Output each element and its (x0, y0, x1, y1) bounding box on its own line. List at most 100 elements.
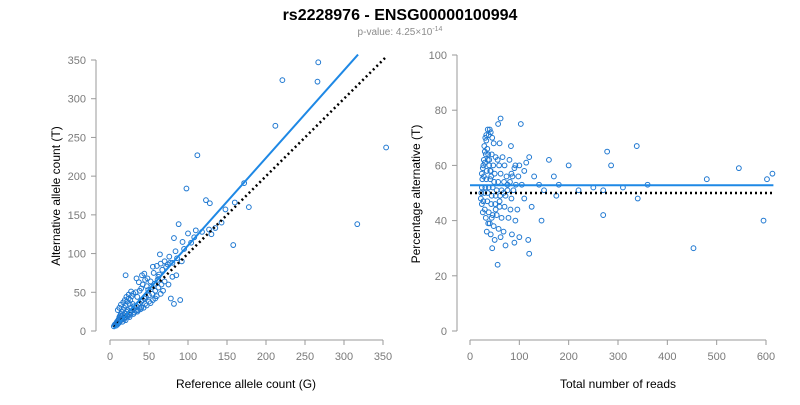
left-scatter-point (140, 304, 147, 311)
left-scatter-point (279, 77, 286, 84)
right-scatter-point (769, 170, 776, 177)
right-scatter-point (500, 228, 507, 235)
scatter-panel-left: 0 50 100 150 200 250 300 350 0 50 100 150 200 250 300 3… (49, 53, 392, 391)
right-scatter-point (486, 126, 493, 133)
left-scatter-point (230, 242, 237, 248)
right-scatter-point (521, 168, 528, 174)
right-scatter-point (480, 198, 487, 205)
right-scatter-point (735, 165, 742, 172)
right-scatter-point (496, 162, 503, 169)
left-scatter-point (188, 239, 195, 246)
left-scatter-point (135, 279, 142, 286)
left-scatter-point (171, 235, 177, 241)
right-scatter-point (546, 156, 552, 163)
right-scatter-point (497, 170, 504, 177)
left-x-tick-label: 350 (374, 351, 392, 363)
right-scatter-point (482, 151, 489, 158)
right-scatter-point (690, 245, 697, 252)
left-scatter-point (354, 221, 361, 228)
left-y-axis-title: Alternative allele count (T) (49, 126, 63, 265)
left-scatter-point (134, 294, 141, 300)
right-scatter-point (496, 198, 503, 205)
right-scatter-point (482, 214, 489, 221)
left-scatter-point (149, 290, 156, 297)
left-scatter-point (161, 278, 168, 285)
right-scatter-point (481, 159, 488, 166)
right-scatter-point (479, 165, 486, 172)
left-scatter-point (157, 290, 164, 297)
left-scatter-point (114, 307, 121, 313)
right-scatter-point (511, 239, 518, 246)
right-scatter-point (550, 173, 557, 180)
right-scatter-point (531, 173, 538, 180)
right-scatter-point (526, 250, 533, 257)
right-scatter-point (488, 173, 495, 180)
right-scatter-point (482, 134, 489, 141)
left-reference-line (113, 55, 388, 329)
right-x-tick-label: 400 (658, 351, 676, 363)
right-scatter-point (503, 173, 510, 180)
right-scatter-point (491, 237, 498, 243)
right-scatter-point (525, 237, 532, 243)
left-scatter-point (165, 281, 172, 288)
right-x-tick-label: 100 (510, 351, 528, 363)
left-x-tick-label: 200 (257, 351, 275, 363)
right-scatter-point (526, 154, 533, 161)
left-x-tick-label: 50 (143, 351, 155, 363)
left-scatter-point (150, 263, 156, 270)
right-y-axis-title: Percentage alternative (T) (409, 125, 423, 264)
left-scatter-point (118, 301, 124, 308)
right-x-axis-title: Total number of reads (560, 377, 676, 391)
left-scatter-point (194, 152, 201, 159)
right-scatter-point (600, 212, 607, 218)
left-x-tick-label: 150 (218, 351, 236, 363)
left-scatter-point (231, 199, 238, 206)
right-y-tick-label: 60 (435, 160, 447, 172)
right-scatter-point (509, 231, 515, 238)
right-scatter-point (575, 187, 582, 194)
right-scatter-point (483, 132, 490, 138)
pvalue-exponent: -14 (432, 26, 442, 33)
right-scatter-point (604, 148, 611, 155)
right-y-tick-label: 0 (441, 326, 447, 338)
right-scatter-point (600, 187, 607, 194)
left-y-tick-label: 50 (74, 287, 86, 299)
right-scatter-point (488, 151, 495, 158)
right-scatter-point (538, 217, 545, 224)
left-scatter-point (142, 276, 149, 283)
right-scatter-point (479, 176, 486, 183)
left-scatter-point (159, 266, 166, 273)
right-scatter-point (608, 162, 614, 169)
right-y-tick-label: 100 (429, 50, 447, 62)
right-scatter-point (634, 195, 641, 202)
right-scatter-point (485, 132, 492, 138)
right-scatter-point (516, 162, 523, 169)
left-y-tick-label: 300 (68, 94, 86, 106)
right-scatter-point (528, 203, 535, 210)
left-scatter-point (192, 227, 199, 234)
right-scatter-point (508, 195, 515, 202)
right-scatter-point (494, 156, 501, 163)
right-scatter-point (495, 225, 502, 232)
right-scatter-point (483, 228, 490, 235)
right-y-tick-label: 20 (435, 271, 447, 283)
right-x-tick-label: 200 (559, 351, 577, 363)
right-scatter-point (497, 115, 504, 122)
right-scatter-point (541, 187, 547, 194)
right-scatter-point (512, 217, 519, 224)
right-scatter-point (502, 242, 509, 249)
right-x-tick-label: 300 (609, 351, 627, 363)
right-x-tick-label: 0 (467, 351, 473, 363)
right-scatter-point (496, 140, 503, 147)
right-scatter-point (486, 156, 493, 163)
right-scatter-point (517, 121, 524, 127)
right-scatter-point (506, 156, 513, 163)
right-scatter-point (485, 220, 492, 227)
right-scatter-point (480, 162, 487, 169)
right-scatter-point (480, 156, 487, 163)
right-scatter-point (501, 162, 508, 169)
right-scatter-point (485, 209, 492, 216)
left-x-tick-label: 300 (335, 351, 353, 363)
left-scatter-point (183, 185, 190, 192)
